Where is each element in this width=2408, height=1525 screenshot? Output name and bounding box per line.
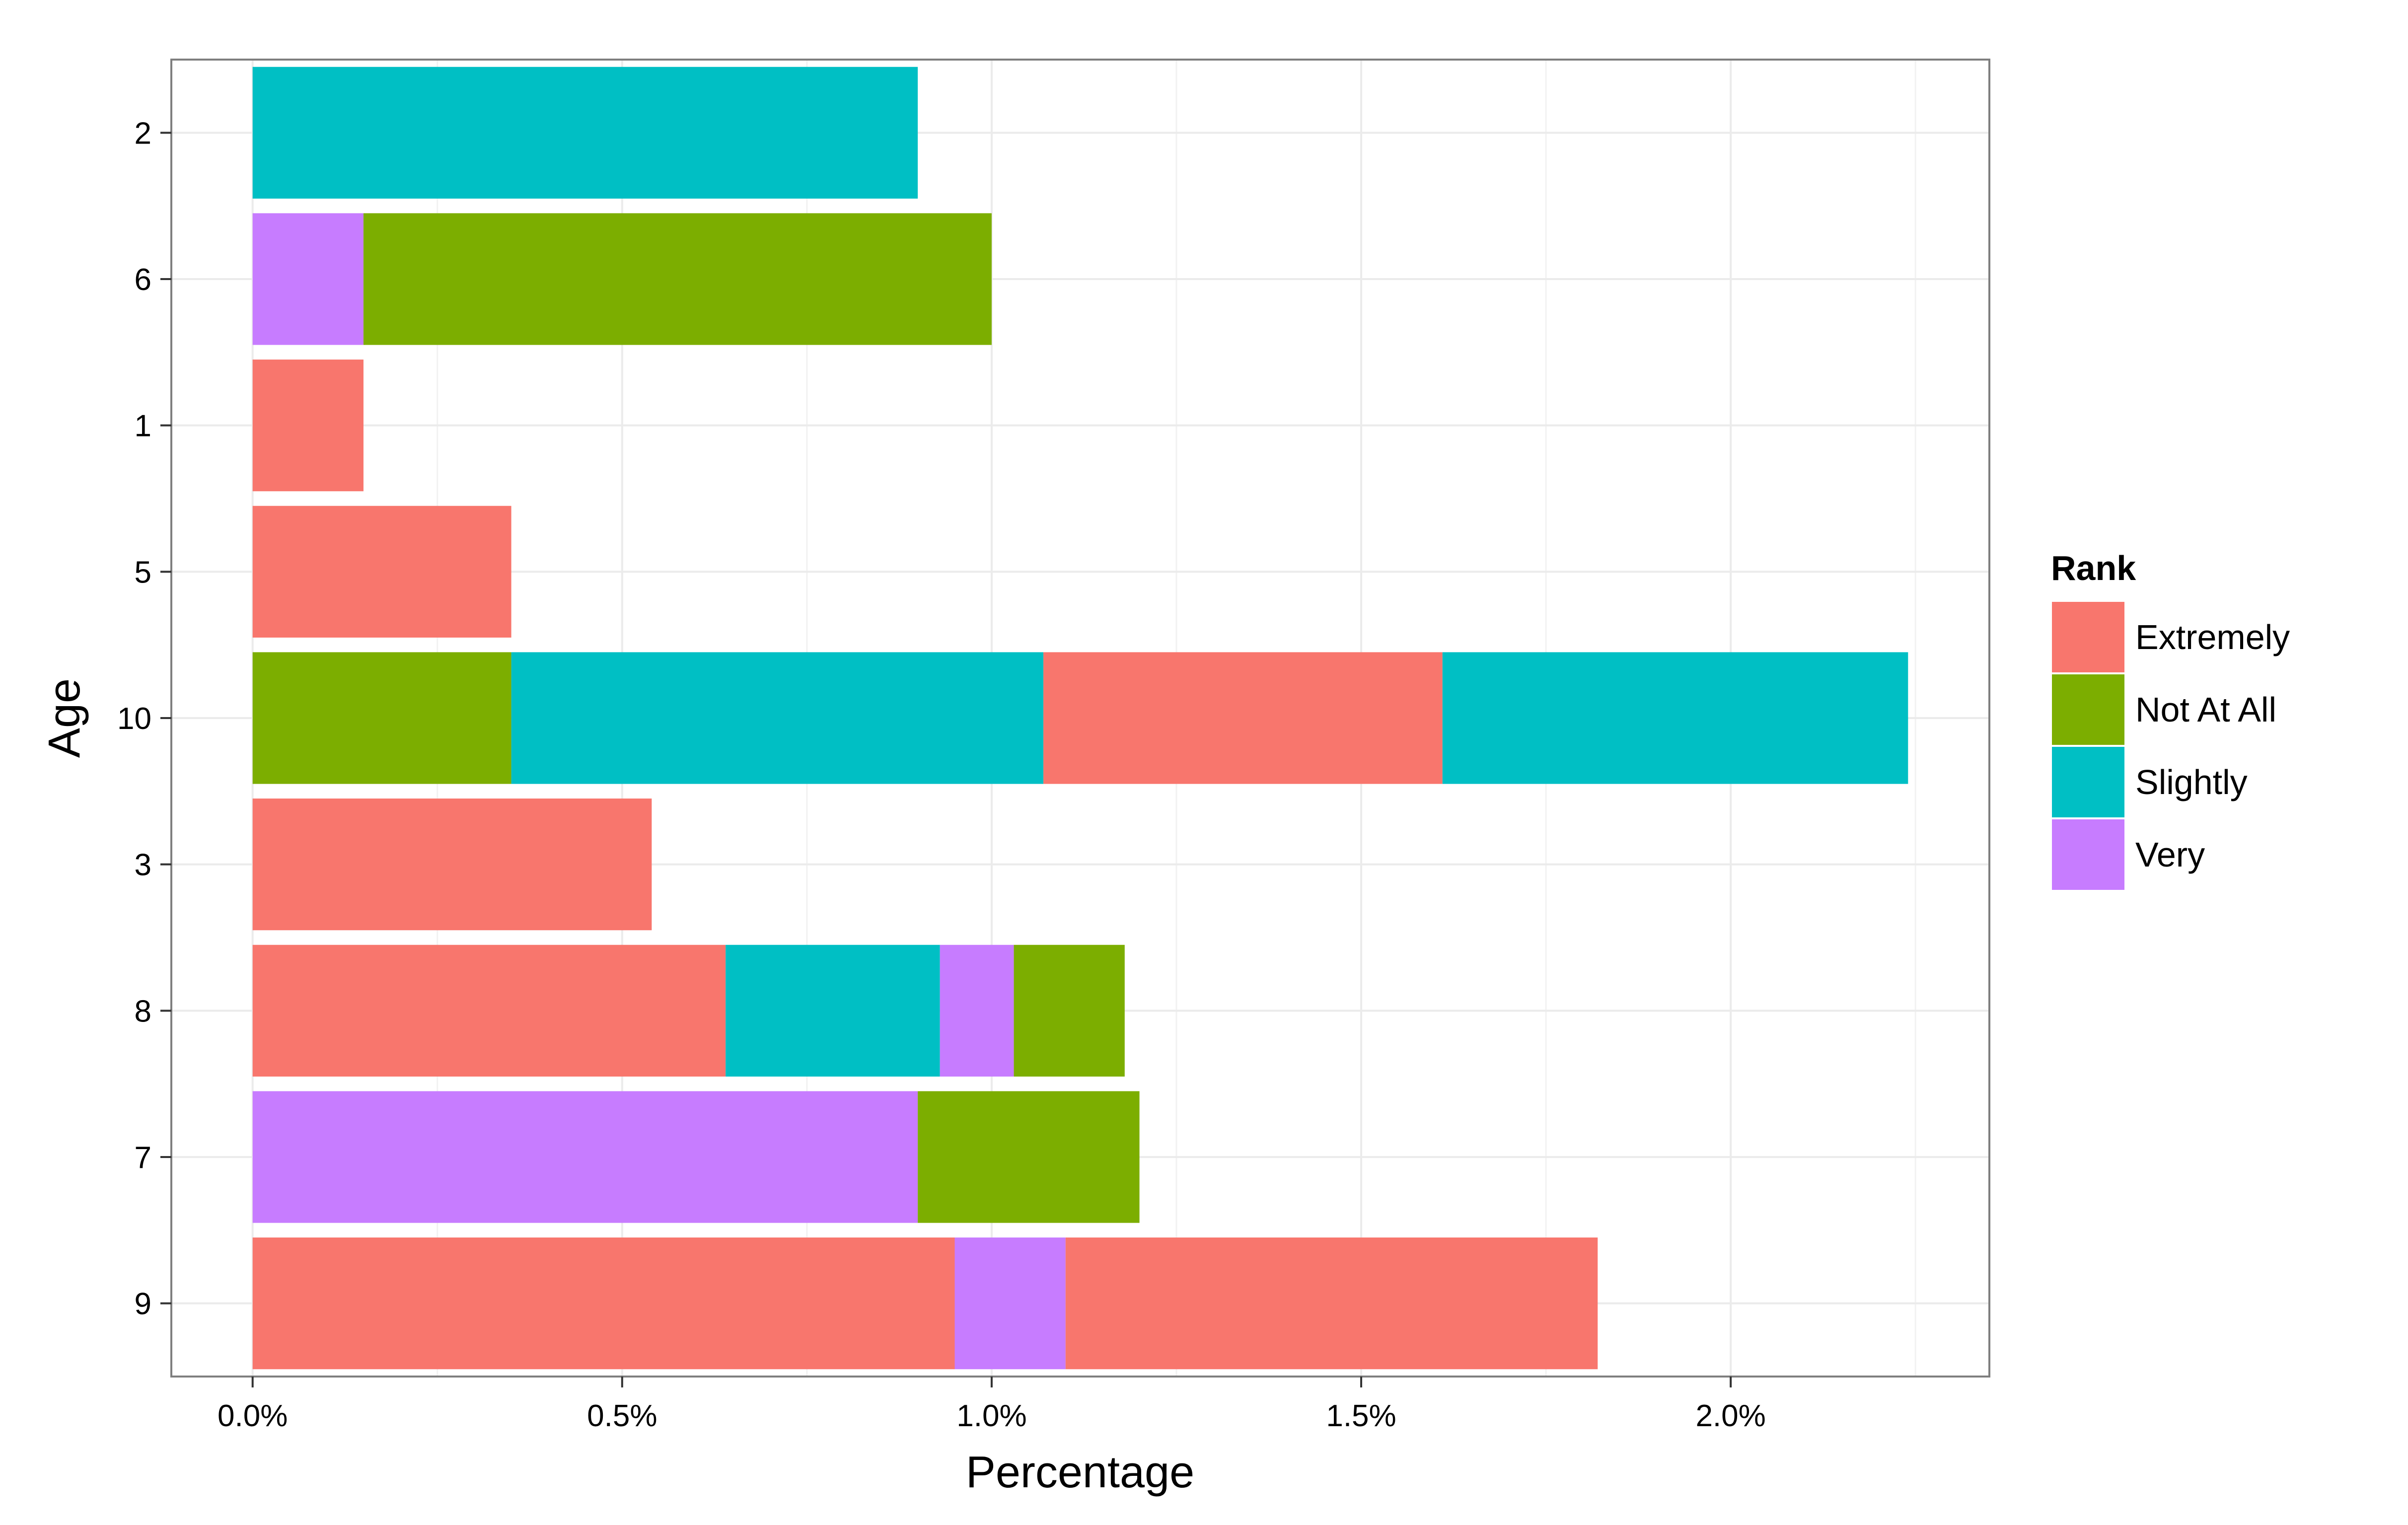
- bar-segment-very: [954, 1237, 1066, 1370]
- bar-row-age-2: [252, 67, 918, 199]
- bar-row-age-3: [252, 799, 652, 931]
- bar-segment-extremely: [252, 944, 726, 1077]
- legend-label: Very: [2135, 835, 2205, 874]
- y-axis: 2 6 1 5 10 3 8 7 9: [117, 116, 171, 1321]
- bar-segment-extremely: [252, 360, 364, 492]
- bar-segment-not-at-all: [252, 652, 511, 784]
- x-tick-label: 1.5%: [1326, 1399, 1396, 1433]
- x-tick-label: 0.0%: [218, 1399, 288, 1433]
- bar-segment-slightly: [726, 944, 940, 1077]
- bar-row-age-1: [252, 360, 364, 492]
- legend-label: Extremely: [2135, 618, 2290, 656]
- y-tick-label: 5: [135, 555, 151, 589]
- bars: [252, 67, 1908, 1370]
- legend-label: Not At All: [2135, 690, 2276, 729]
- legend-key-very: [2050, 817, 2126, 892]
- bar-segment-not-at-all: [363, 213, 992, 345]
- bar-row-age-6: [252, 213, 992, 345]
- legend-key-not-at-all: [2050, 672, 2126, 747]
- legend-key-slightly: [2050, 745, 2126, 819]
- bar-row-age-8: [252, 944, 1125, 1077]
- bar-segment-extremely: [252, 506, 511, 638]
- legend-key-extremely: [2050, 600, 2126, 674]
- y-tick-label: 9: [135, 1287, 151, 1321]
- legend-title: Rank: [2051, 549, 2136, 587]
- x-tick-label: 1.0%: [956, 1399, 1026, 1433]
- x-tick-label: 0.5%: [587, 1399, 657, 1433]
- bar-row-age-9: [252, 1237, 1598, 1370]
- bar-segment-slightly: [252, 67, 918, 199]
- bar-segment-not-at-all: [1014, 944, 1125, 1077]
- x-axis-title: Percentage: [966, 1448, 1194, 1497]
- bar-segment-extremely: [252, 1237, 955, 1370]
- bar-segment-extremely: [1065, 1237, 1598, 1370]
- bar-row-age-5: [252, 506, 511, 638]
- y-tick-label: 7: [135, 1141, 151, 1175]
- legend-label: Slightly: [2135, 763, 2248, 801]
- bar-segment-extremely: [1043, 652, 1443, 784]
- bar-segment-slightly: [511, 652, 1044, 784]
- y-tick-label: 8: [135, 994, 151, 1028]
- bar-segment-very: [940, 944, 1014, 1077]
- bar-segment-not-at-all: [918, 1091, 1140, 1223]
- bar-segment-very: [252, 213, 364, 345]
- y-tick-label: 6: [135, 263, 151, 297]
- y-tick-label: 1: [135, 409, 151, 443]
- bar-row-age-10: [252, 652, 1908, 784]
- y-axis-title: Age: [40, 678, 89, 758]
- bar-row-age-7: [252, 1091, 1140, 1223]
- x-axis: 0.0% 0.5% 1.0% 1.5% 2.0%: [218, 1377, 1766, 1433]
- bar-segment-very: [252, 1091, 918, 1223]
- y-tick-label: 2: [135, 116, 151, 150]
- bar-segment-extremely: [252, 799, 652, 931]
- bar-segment-slightly: [1442, 652, 1908, 784]
- legend: Rank Extremely Not At All Slightly Very: [2050, 549, 2290, 892]
- y-tick-label: 3: [135, 848, 151, 882]
- y-tick-label: 10: [117, 702, 151, 736]
- x-tick-label: 2.0%: [1695, 1399, 1765, 1433]
